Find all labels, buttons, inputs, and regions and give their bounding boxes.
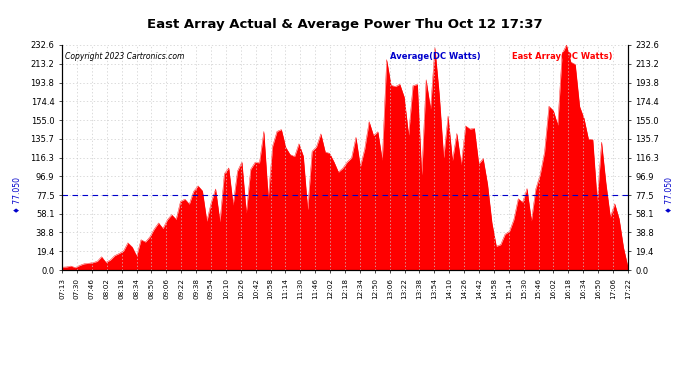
- Text: East Array Actual & Average Power Thu Oct 12 17:37: East Array Actual & Average Power Thu Oc…: [147, 18, 543, 31]
- Text: Average(DC Watts): Average(DC Watts): [391, 52, 481, 61]
- Text: ♦ 77.050: ♦ 77.050: [664, 177, 673, 213]
- Text: Copyright 2023 Cartronics.com: Copyright 2023 Cartronics.com: [65, 52, 184, 61]
- Text: ♦ 77.050: ♦ 77.050: [14, 177, 23, 213]
- Text: East Array(DC Watts): East Array(DC Watts): [512, 52, 613, 61]
